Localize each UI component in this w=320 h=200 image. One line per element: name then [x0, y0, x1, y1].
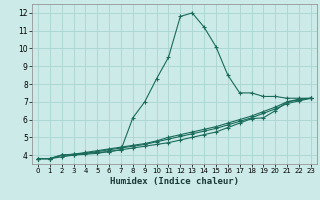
- X-axis label: Humidex (Indice chaleur): Humidex (Indice chaleur): [110, 177, 239, 186]
